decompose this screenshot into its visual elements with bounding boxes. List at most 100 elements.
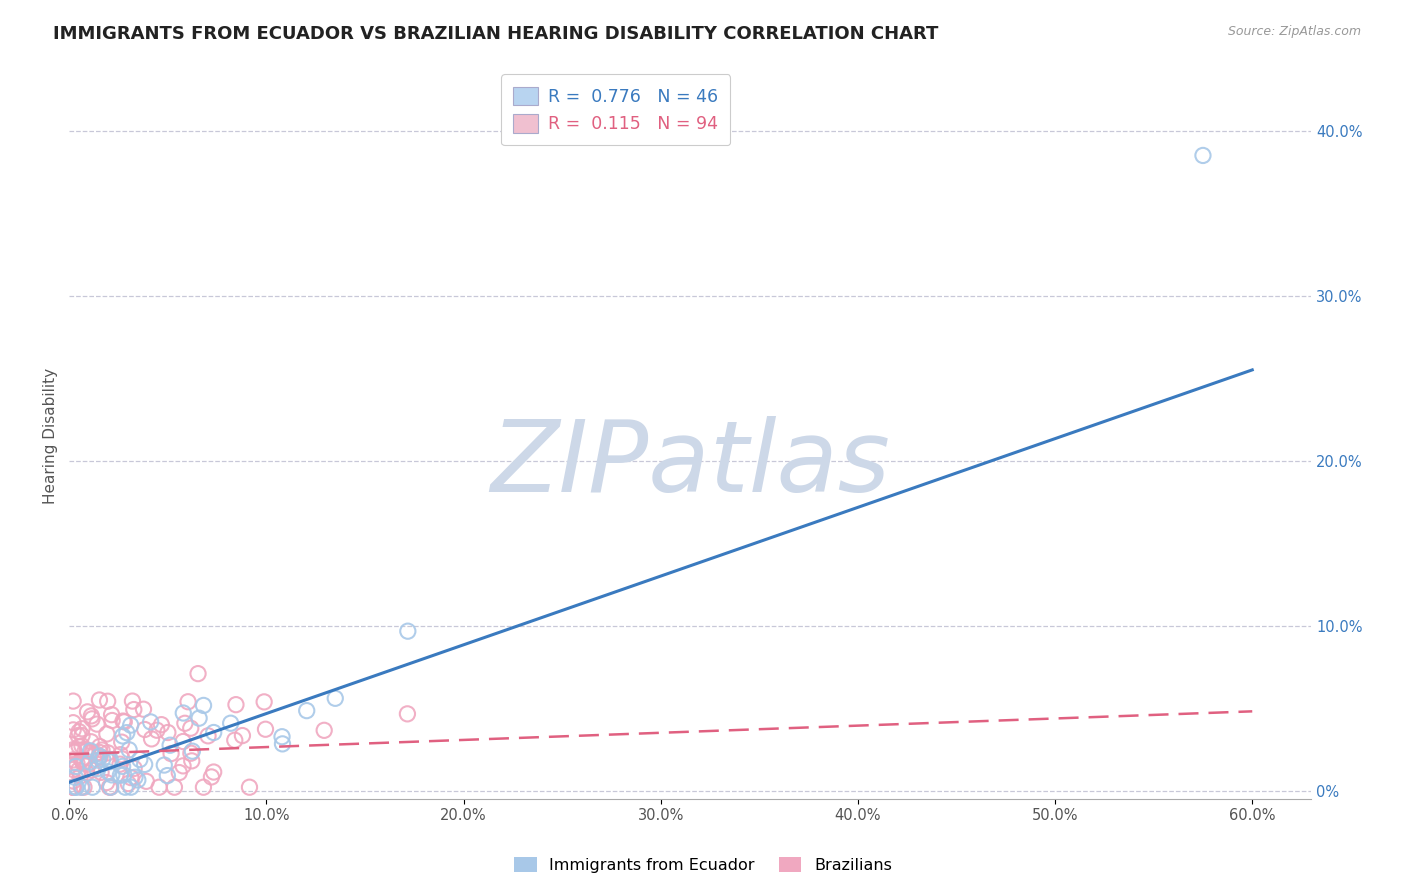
Point xyxy=(177,695,200,709)
Point xyxy=(219,716,242,731)
Text: Source: ZipAtlas.com: Source: ZipAtlas.com xyxy=(1227,25,1361,38)
Point xyxy=(172,706,194,720)
Point xyxy=(67,763,90,777)
Legend: R =  0.776   N = 46, R =  0.115   N = 94: R = 0.776 N = 46, R = 0.115 N = 94 xyxy=(501,74,730,145)
Point xyxy=(80,712,103,726)
Point xyxy=(160,747,183,761)
Point xyxy=(97,746,120,760)
Point xyxy=(118,743,141,757)
Point xyxy=(202,725,225,739)
Point xyxy=(323,691,346,706)
Point xyxy=(62,744,84,758)
Point xyxy=(110,747,132,762)
Point xyxy=(89,746,111,760)
Point xyxy=(70,780,93,795)
Point xyxy=(314,723,336,738)
Point xyxy=(67,724,90,739)
Point xyxy=(148,780,170,795)
Point xyxy=(89,749,111,764)
Point xyxy=(79,755,101,769)
Point xyxy=(156,725,179,739)
Point xyxy=(90,765,112,780)
Point xyxy=(254,723,277,737)
Point xyxy=(193,780,215,795)
Y-axis label: Hearing Disability: Hearing Disability xyxy=(44,368,58,504)
Point xyxy=(156,769,179,783)
Point xyxy=(122,702,145,716)
Point xyxy=(121,694,143,708)
Point xyxy=(62,763,84,777)
Point xyxy=(271,730,294,744)
Point xyxy=(89,749,111,764)
Point xyxy=(62,742,84,756)
Point xyxy=(111,735,134,749)
Point xyxy=(111,759,134,773)
Point xyxy=(163,780,186,795)
Point xyxy=(80,745,103,759)
Point xyxy=(173,716,195,731)
Legend: Immigrants from Ecuador, Brazilians: Immigrants from Ecuador, Brazilians xyxy=(508,851,898,880)
Point xyxy=(98,752,121,766)
Point xyxy=(63,745,86,759)
Point xyxy=(124,770,146,784)
Point xyxy=(101,714,124,728)
Point xyxy=(62,694,84,708)
Point xyxy=(91,752,114,766)
Point xyxy=(120,780,142,795)
Point xyxy=(75,744,97,758)
Point xyxy=(253,695,276,709)
Point xyxy=(117,776,139,790)
Point xyxy=(153,758,176,772)
Point xyxy=(63,780,86,795)
Point xyxy=(110,768,132,782)
Point xyxy=(193,698,215,713)
Point xyxy=(76,705,98,719)
Point xyxy=(128,752,150,766)
Point xyxy=(112,714,135,728)
Point xyxy=(77,757,100,772)
Point xyxy=(112,714,135,729)
Point xyxy=(180,721,202,735)
Point xyxy=(98,780,121,795)
Point xyxy=(98,755,121,769)
Point xyxy=(101,768,124,782)
Point xyxy=(67,729,90,743)
Point xyxy=(86,762,108,776)
Point xyxy=(70,739,93,753)
Point xyxy=(271,737,294,751)
Point xyxy=(396,706,419,721)
Point xyxy=(100,780,122,795)
Point xyxy=(134,757,156,772)
Text: ZIPatlas: ZIPatlas xyxy=(491,417,890,514)
Point xyxy=(115,725,138,739)
Point xyxy=(73,756,96,770)
Point xyxy=(65,780,87,795)
Point xyxy=(112,768,135,782)
Point xyxy=(79,744,101,758)
Point xyxy=(70,722,93,736)
Point xyxy=(1192,148,1215,162)
Point xyxy=(225,698,247,712)
Point xyxy=(134,723,156,737)
Point xyxy=(70,753,93,767)
Point xyxy=(72,756,94,770)
Point xyxy=(187,666,209,681)
Point xyxy=(238,780,260,795)
Point xyxy=(86,717,108,731)
Point xyxy=(120,718,142,732)
Point xyxy=(96,775,118,789)
Point xyxy=(62,715,84,730)
Point xyxy=(97,764,120,779)
Point xyxy=(127,772,149,787)
Point xyxy=(197,729,219,743)
Point xyxy=(80,709,103,723)
Point xyxy=(89,739,111,754)
Point xyxy=(172,759,194,773)
Point xyxy=(62,774,84,789)
Point xyxy=(100,707,122,722)
Point xyxy=(159,738,181,752)
Point xyxy=(200,770,222,784)
Point xyxy=(82,780,104,795)
Point xyxy=(62,753,84,767)
Point xyxy=(172,734,194,748)
